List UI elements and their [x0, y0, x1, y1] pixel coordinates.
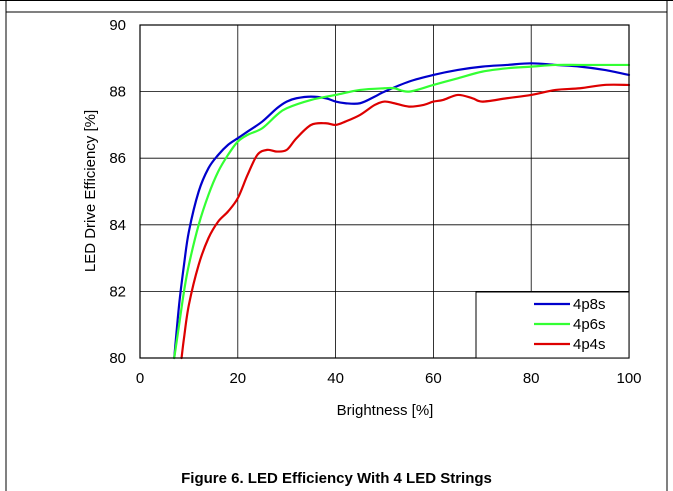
y-tick-label: 90 — [109, 17, 126, 34]
y-tick-labels: 80 82 84 86 88 90 — [109, 17, 126, 367]
series-line-4p8s — [173, 62, 631, 360]
series-lines — [173, 62, 631, 360]
y-axis-label: LED Drive Efficiency [%] — [82, 110, 99, 272]
y-tick-label: 80 — [109, 350, 126, 367]
legend-label-4p6s: 4p6s — [573, 316, 606, 333]
y-tick-label: 82 — [109, 283, 126, 300]
y-tick-label: 88 — [109, 84, 126, 101]
x-tick-label: 60 — [425, 370, 442, 387]
efficiency-chart: 0 20 40 60 80 100 80 82 84 86 88 90 Brightness [%]… — [82, 17, 642, 419]
x-tick-label: 0 — [136, 370, 144, 387]
legend-label-4p8s: 4p8s — [573, 296, 606, 313]
y-tick-label: 84 — [109, 217, 126, 234]
legend: 4p8s 4p6s 4p4s — [475, 291, 630, 359]
series-line-4p4s — [180, 83, 631, 360]
x-axis-label: Brightness [%] — [337, 402, 434, 419]
x-tick-label: 80 — [523, 370, 540, 387]
x-tick-labels: 0 20 40 60 80 100 — [136, 370, 642, 387]
legend-label-4p4s: 4p4s — [573, 336, 606, 353]
plot-border — [139, 24, 630, 359]
y-tick-label: 86 — [109, 150, 126, 167]
series-line-4p6s — [173, 63, 631, 360]
figure-caption: Figure 6. LED Efficiency With 4 LED Stri… — [181, 470, 492, 487]
x-tick-label: 20 — [229, 370, 246, 387]
x-tick-label: 100 — [616, 370, 641, 387]
x-tick-label: 40 — [327, 370, 344, 387]
